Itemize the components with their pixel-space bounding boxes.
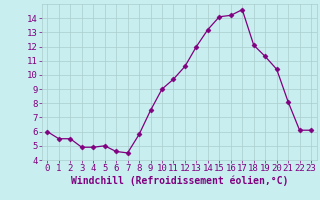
X-axis label: Windchill (Refroidissement éolien,°C): Windchill (Refroidissement éolien,°C) [70,176,288,186]
